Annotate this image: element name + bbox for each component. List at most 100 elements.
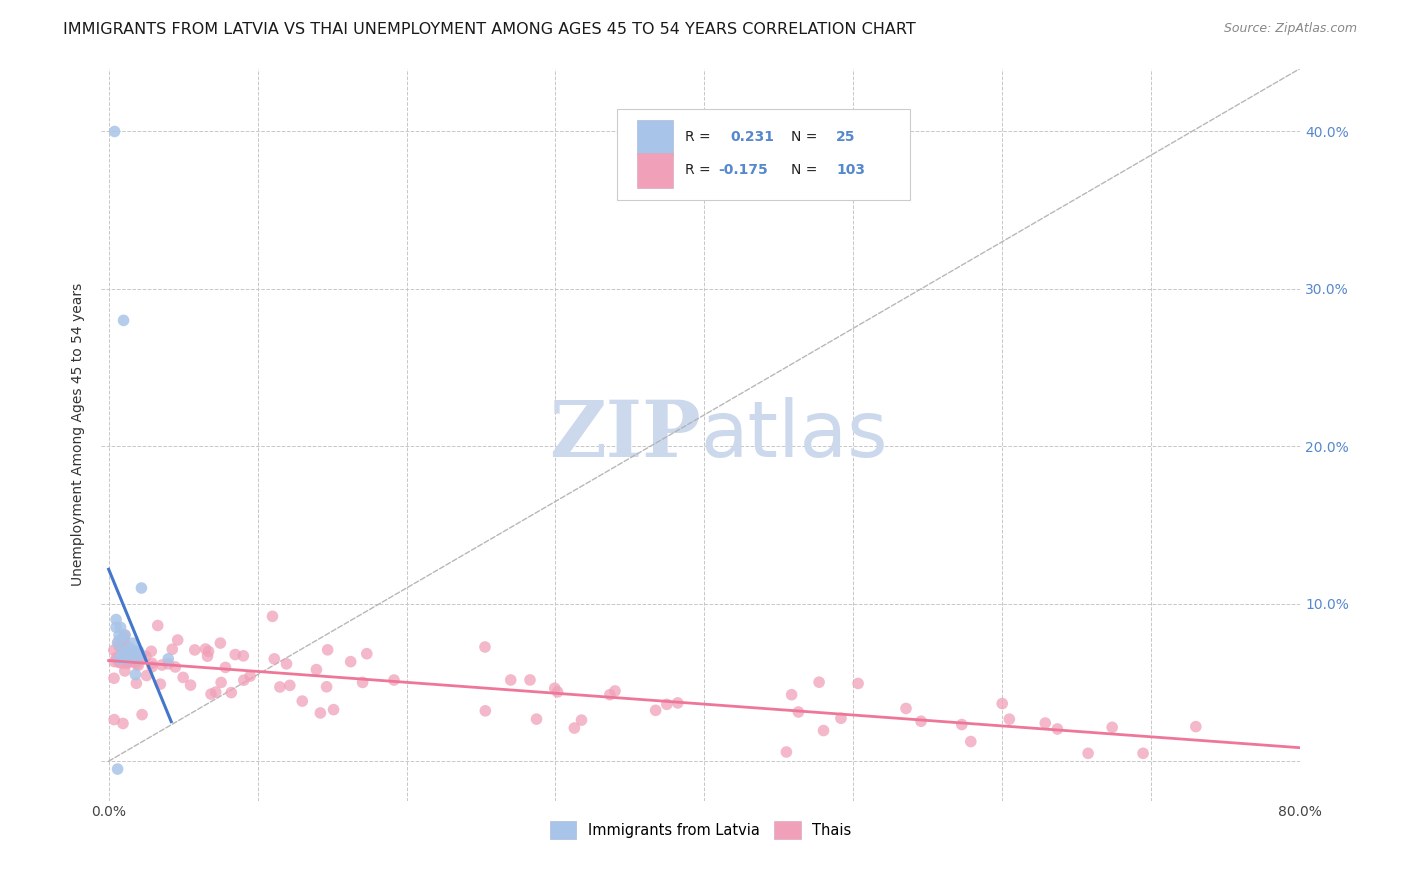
Point	[103, 655, 125, 669]
Point	[204, 685, 226, 699]
Point	[1132, 747, 1154, 761]
Text: 25: 25	[837, 130, 856, 145]
Point	[111, 632, 134, 646]
Point	[787, 705, 810, 719]
FancyBboxPatch shape	[617, 109, 911, 201]
Point	[121, 636, 143, 650]
Point	[122, 644, 145, 658]
Point	[157, 652, 180, 666]
Point	[172, 670, 194, 684]
Point	[352, 675, 374, 690]
Text: R =: R =	[685, 130, 716, 145]
Point	[813, 723, 835, 738]
Point	[114, 628, 136, 642]
Point	[125, 652, 148, 666]
Point	[599, 688, 621, 702]
Point	[200, 687, 222, 701]
Point	[544, 681, 567, 696]
FancyBboxPatch shape	[637, 120, 673, 155]
Point	[474, 640, 496, 654]
Point	[131, 581, 153, 595]
Point	[111, 716, 134, 731]
Point	[166, 633, 188, 648]
Point	[150, 658, 173, 673]
Point	[571, 713, 593, 727]
Point	[127, 644, 149, 658]
Point	[519, 673, 541, 687]
Point	[105, 650, 128, 665]
Point	[124, 667, 146, 681]
Point	[1046, 722, 1069, 736]
Point	[910, 714, 932, 729]
Point	[117, 655, 139, 669]
Point	[105, 620, 128, 634]
Point	[209, 636, 232, 650]
Point	[775, 745, 797, 759]
Point	[115, 644, 138, 658]
Point	[114, 628, 136, 642]
Point	[180, 678, 202, 692]
Point	[111, 643, 134, 657]
Point	[135, 668, 157, 682]
Point	[209, 675, 232, 690]
Point	[194, 642, 217, 657]
Text: -0.175: -0.175	[718, 163, 769, 178]
Point	[115, 657, 138, 671]
Point	[382, 673, 405, 687]
Point	[644, 703, 666, 717]
Point	[356, 647, 378, 661]
Point	[146, 618, 169, 632]
Point	[129, 647, 152, 661]
Point	[269, 680, 291, 694]
Point	[108, 640, 131, 654]
Point	[1077, 747, 1099, 761]
FancyBboxPatch shape	[637, 153, 673, 188]
Point	[112, 636, 135, 650]
Point	[1033, 716, 1056, 731]
Point	[107, 636, 129, 650]
Point	[780, 688, 803, 702]
Point	[118, 647, 141, 661]
Point	[103, 671, 125, 685]
Text: atlas: atlas	[700, 397, 889, 473]
Point	[141, 659, 163, 673]
Point	[112, 652, 135, 666]
Point	[655, 698, 678, 712]
Point	[991, 697, 1014, 711]
Point	[305, 663, 328, 677]
Point	[232, 673, 254, 688]
Point	[1101, 720, 1123, 734]
Point	[339, 655, 361, 669]
Point	[114, 634, 136, 648]
Point	[107, 762, 129, 776]
Text: IMMIGRANTS FROM LATVIA VS THAI UNEMPLOYMENT AMONG AGES 45 TO 54 YEARS CORRELATIO: IMMIGRANTS FROM LATVIA VS THAI UNEMPLOYM…	[63, 22, 917, 37]
Point	[103, 643, 125, 657]
Point	[105, 613, 128, 627]
Point	[316, 643, 339, 657]
Point	[474, 704, 496, 718]
Text: 103: 103	[837, 163, 865, 178]
Point	[846, 676, 869, 690]
Text: ZIP: ZIP	[548, 397, 700, 473]
Point	[112, 313, 135, 327]
Point	[110, 620, 132, 634]
Point	[950, 717, 973, 731]
Point	[808, 675, 831, 690]
Point	[276, 657, 298, 671]
Point	[149, 677, 172, 691]
Point	[111, 644, 134, 658]
Point	[141, 656, 163, 670]
Point	[125, 676, 148, 690]
Point	[118, 655, 141, 669]
Point	[104, 124, 127, 138]
Point	[184, 643, 207, 657]
Point	[108, 652, 131, 666]
Point	[562, 721, 585, 735]
Point	[322, 703, 344, 717]
Point	[214, 660, 236, 674]
Point	[162, 642, 184, 657]
Point	[263, 652, 285, 666]
Point	[108, 628, 131, 642]
Point	[197, 649, 219, 664]
Point	[232, 648, 254, 663]
